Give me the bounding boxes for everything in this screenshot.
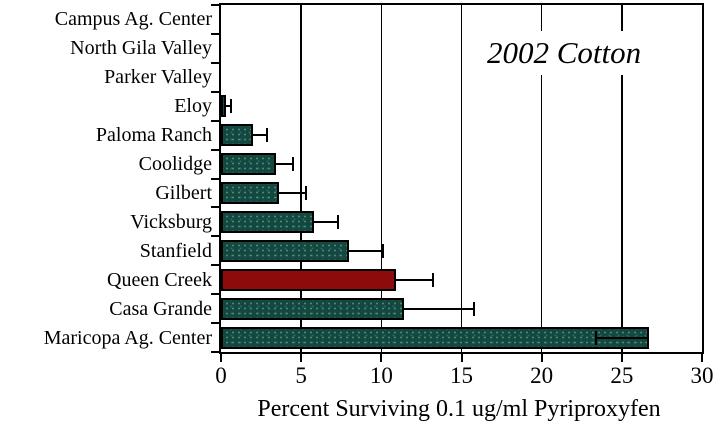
x-axis-tick-label: 25 <box>610 363 634 388</box>
error-bar-line <box>225 105 232 108</box>
y-axis-label: Parker Valley <box>104 66 212 89</box>
x-axis-tick-label: 10 <box>369 363 393 388</box>
x-axis-tick-label: 15 <box>450 363 473 388</box>
y-axis-tick <box>211 4 219 6</box>
y-axis-label: Casa Grande <box>109 297 212 320</box>
y-axis-label: Coolidge <box>138 153 212 176</box>
error-bar-cap <box>304 185 307 200</box>
error-bar-cap <box>473 301 476 316</box>
error-bar-cap <box>337 214 340 229</box>
error-bar-cap <box>230 99 233 114</box>
y-axis-tick <box>211 264 219 267</box>
y-axis-tick <box>211 90 219 93</box>
y-axis-label: Queen Creek <box>107 268 212 291</box>
error-bar-line <box>253 134 268 137</box>
error-bar-line <box>403 307 475 310</box>
x-axis-tick <box>220 354 222 362</box>
error-bar-cap <box>594 330 597 345</box>
y-axis-label: Gilbert <box>155 181 212 204</box>
bar <box>221 124 254 147</box>
x-axis-tick <box>300 354 303 362</box>
bar <box>221 297 404 320</box>
bar <box>221 95 226 118</box>
y-axis-tick <box>211 119 219 122</box>
y-axis-tick <box>211 61 219 64</box>
error-bar-line <box>275 163 294 166</box>
y-axis-tick <box>211 322 219 325</box>
x-axis-tick <box>540 354 543 362</box>
y-axis-label: North Gila Valley <box>70 37 212 60</box>
y-axis-label: Campus Ag. Center <box>54 8 212 31</box>
y-axis-tick <box>211 351 219 353</box>
x-axis-tick <box>460 354 463 362</box>
y-axis-label: Eloy <box>174 95 212 118</box>
error-bar-line <box>594 336 650 339</box>
bar <box>221 268 396 291</box>
gridline <box>621 5 623 352</box>
y-axis-label: Vicksburg <box>130 210 212 233</box>
y-axis-label: Maricopa Ag. Center <box>43 326 212 349</box>
bar <box>221 210 314 233</box>
y-axis-tick <box>211 293 219 296</box>
bar <box>221 326 650 349</box>
error-bar-cap <box>266 128 269 143</box>
error-bar-line <box>313 220 339 223</box>
y-axis-tick <box>211 235 219 238</box>
y-axis-label: Stanfield <box>139 239 212 262</box>
x-axis-tick <box>701 354 703 362</box>
y-axis-tick <box>211 177 219 180</box>
error-bar-cap <box>431 272 434 287</box>
plot-area: 2002 Cotton <box>219 3 704 354</box>
gridline <box>460 5 463 352</box>
x-axis-title: Percent Surviving 0.1 ug/ml Pyriproxyfen <box>257 396 661 422</box>
x-axis-tick <box>620 354 623 362</box>
error-bar-line <box>395 278 433 281</box>
error-bar-line <box>349 249 383 252</box>
gridline <box>300 5 302 352</box>
y-axis-label: Paloma Ranch <box>95 124 212 147</box>
bar <box>221 153 276 176</box>
x-axis-tick-label: 20 <box>530 363 554 388</box>
chart-title: 2002 Cotton <box>473 31 656 75</box>
error-bar-cap <box>381 243 384 258</box>
gridline <box>540 5 543 352</box>
error-bar-line <box>278 191 306 194</box>
gridline <box>380 5 383 352</box>
x-axis-tick-label: 5 <box>295 363 307 388</box>
bar <box>221 239 350 262</box>
y-axis-tick <box>211 32 219 35</box>
bar <box>221 181 279 204</box>
y-axis-tick <box>211 206 219 209</box>
x-axis-tick-label: 0 <box>215 363 227 388</box>
error-bar-cap <box>292 157 295 172</box>
x-axis-tick <box>380 354 383 362</box>
x-axis-tick-label: 30 <box>690 363 714 388</box>
y-axis-tick <box>211 148 219 151</box>
